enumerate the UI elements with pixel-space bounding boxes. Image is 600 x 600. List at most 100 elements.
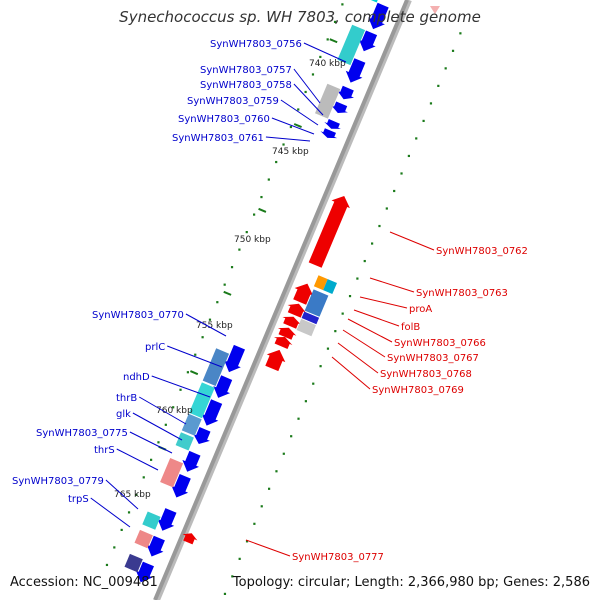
ruler-dot xyxy=(371,242,374,245)
forward-leader-line xyxy=(105,479,139,510)
ruler-dot xyxy=(253,213,256,216)
ruler-dot xyxy=(422,119,425,123)
forward-gene-arrow xyxy=(368,2,389,30)
reverse-leader-line xyxy=(369,277,415,293)
forward-gene-label: SynWH7803_0761 xyxy=(172,133,264,144)
reverse-gene-arrow xyxy=(308,196,350,268)
reverse-leader-line xyxy=(353,309,400,327)
forward-gene-label: SynWH7803_0760 xyxy=(178,114,270,125)
ruler-dot xyxy=(290,435,293,438)
ruler-dot xyxy=(297,108,300,111)
kbp-tick-label: 750 kbp xyxy=(234,235,271,245)
kbp-tick-label: 745 kbp xyxy=(272,147,309,157)
reverse-gene-arrow xyxy=(277,327,297,340)
ruler-dot xyxy=(297,417,300,420)
reverse-leader-line xyxy=(337,342,379,374)
ruler-dot xyxy=(341,312,344,315)
ruler-dot xyxy=(341,3,344,6)
ruler-dot xyxy=(238,557,241,560)
ruler-dot xyxy=(223,592,227,595)
ruler-dot xyxy=(415,137,418,140)
reverse-gene-label: proA xyxy=(409,304,432,315)
forward-feature-box xyxy=(160,458,184,488)
reverse-gene-label: SynWH7803_0763 xyxy=(416,288,508,299)
kbp-tick-mark xyxy=(223,290,232,296)
ruler-dot xyxy=(304,400,307,403)
forward-gene-arrow xyxy=(171,474,191,498)
forward-leader-line xyxy=(293,68,321,104)
forward-feature-box xyxy=(181,413,202,436)
reverse-gene-label: SynWH7803_0762 xyxy=(436,246,528,257)
reverse-gene-label: SynWH7803_0768 xyxy=(380,369,472,380)
ruler-dot xyxy=(385,207,388,210)
forward-gene-arrow xyxy=(182,450,201,472)
reverse-feature-box xyxy=(304,289,329,317)
reverse-gene-arrow xyxy=(274,337,293,349)
ruler-dot xyxy=(105,563,109,567)
ruler-dot xyxy=(267,178,270,181)
ruler-dot xyxy=(260,505,263,508)
ruler-dot xyxy=(186,371,189,374)
ruler-dot xyxy=(319,365,322,368)
ruler-dot xyxy=(223,283,226,286)
ruler-dot xyxy=(378,224,381,228)
forward-gene-label: glk xyxy=(116,409,131,420)
forward-feature-box xyxy=(315,83,341,119)
reverse-gene-arrow xyxy=(293,283,314,305)
reverse-gene-label: SynWH7803_0766 xyxy=(394,338,486,349)
ruler-dot xyxy=(253,522,256,525)
forward-gene-arrow xyxy=(157,508,177,531)
reverse-gene-label: folB xyxy=(401,322,420,333)
ruler-dot xyxy=(282,452,285,455)
reverse-gene-arrow xyxy=(265,349,286,372)
ruler-dot xyxy=(326,38,329,41)
ruler-dot xyxy=(230,266,234,269)
reverse-gene-arrow xyxy=(287,303,306,318)
forward-gene-arrow xyxy=(345,58,366,83)
ruler-dot xyxy=(334,330,337,333)
kbp-tick-mark xyxy=(293,123,302,129)
kbp-tick-label: 765 kbp xyxy=(114,490,151,500)
ruler-dot xyxy=(194,353,197,356)
forward-gene-label: SynWH7803_0770 xyxy=(92,310,184,321)
ruler-dot xyxy=(172,406,175,409)
ruler-dot xyxy=(150,458,153,461)
forward-gene-arrow xyxy=(337,85,354,100)
reverse-feature-box xyxy=(323,279,337,294)
kbp-tick-mark xyxy=(258,207,267,213)
reverse-leader-line xyxy=(342,329,386,358)
forward-leader-line xyxy=(132,412,183,441)
ruler-dot xyxy=(437,84,440,87)
ruler-dot xyxy=(275,160,278,164)
forward-gene-label: SynWH7803_0759 xyxy=(187,96,279,107)
reverse-leader-line xyxy=(331,356,371,390)
forward-gene-label: prlC xyxy=(145,342,165,353)
forward-gene-label: ndhD xyxy=(123,372,150,383)
forward-gene-label: SynWH7803_0756 xyxy=(210,39,302,50)
forward-leader-line xyxy=(116,448,159,471)
ruler-dot xyxy=(120,528,123,532)
forward-gene-label: SynWH7803_0757 xyxy=(200,65,292,76)
ruler-dot xyxy=(208,318,212,321)
reverse-feature-box xyxy=(301,311,320,325)
ruler-dot xyxy=(216,301,219,304)
ruler-dot xyxy=(429,102,433,105)
forward-feature-box xyxy=(134,529,153,549)
ruler-dot xyxy=(275,470,278,473)
ruler-dot xyxy=(356,277,359,280)
reverse-gene-arrow xyxy=(282,316,301,329)
forward-leader-line xyxy=(151,375,211,398)
reverse-gene-arrow xyxy=(182,533,198,545)
forward-gene-label: thrS xyxy=(94,445,115,456)
forward-leader-line xyxy=(265,136,311,142)
forward-gene-label: SynWH7803_0779 xyxy=(12,476,104,487)
reverse-leader-line xyxy=(245,539,291,557)
forward-feature-box xyxy=(202,348,230,386)
ruler-dot xyxy=(245,540,249,543)
ruler-dot xyxy=(444,67,447,70)
kbp-tick-label: 760 kbp xyxy=(156,406,193,416)
forward-gene-label: SynWH7803_0775 xyxy=(36,428,128,439)
forward-feature-box xyxy=(370,0,378,3)
